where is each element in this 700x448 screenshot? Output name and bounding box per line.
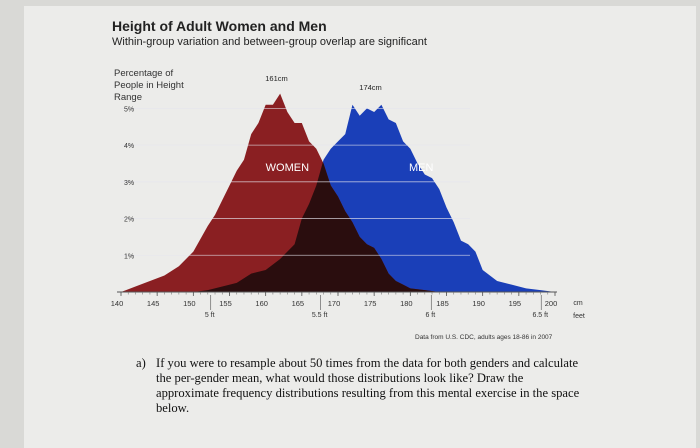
x-unit-feet: feet <box>573 313 585 320</box>
feet-tick-label: 5 ft <box>205 312 215 319</box>
y-tick-label: 3% <box>124 180 134 187</box>
x-tick-label: 170 <box>328 299 341 308</box>
feet-tick-label: 5.5 ft <box>312 312 328 319</box>
women-series-label: WOMEN <box>266 162 309 174</box>
men-distribution-area <box>193 104 556 292</box>
women-peak-label: 161cm <box>265 74 288 83</box>
y-tick-label: 5% <box>124 106 134 113</box>
x-unit-cm: cm <box>573 300 583 307</box>
feet-tick-label: 6 ft <box>425 312 435 319</box>
chart-subtitle: Within-group variation and between-group… <box>112 36 427 48</box>
x-tick-label: 140 <box>111 299 124 308</box>
women-distribution-area <box>121 93 454 292</box>
y-axis-label: Percentage of People in Height Range <box>114 68 184 103</box>
men-peak-label: 174cm <box>359 83 382 92</box>
feet-tick-label: 6.5 ft <box>532 312 548 319</box>
x-tick-label: 200 <box>545 299 558 308</box>
x-tick-label: 195 <box>509 299 522 308</box>
x-tick-label: 165 <box>292 299 305 308</box>
x-tick-label: 185 <box>436 299 449 308</box>
question-block: a) If you were to resample about 50 time… <box>136 356 586 416</box>
x-tick-label: 155 <box>219 299 232 308</box>
x-tick-label: 190 <box>472 299 485 308</box>
x-tick-label: 160 <box>255 299 268 308</box>
x-tick-label: 150 <box>183 299 196 308</box>
x-tick-label: 180 <box>400 299 413 308</box>
men-series-label: MEN <box>409 162 434 174</box>
data-source-note: Data from U.S. CDC, adults ages 18-86 in… <box>415 334 553 341</box>
y-tick-label: 2% <box>124 217 134 224</box>
question-marker: a) <box>136 356 146 370</box>
y-tick-label: 1% <box>124 253 134 260</box>
x-tick-label: 175 <box>364 299 377 308</box>
x-tick-label: 145 <box>147 299 160 308</box>
y-tick-label: 4% <box>124 143 134 150</box>
chart-title: Height of Adult Women and Men <box>112 18 327 34</box>
question-text: If you were to resample about 50 times f… <box>156 356 580 415</box>
